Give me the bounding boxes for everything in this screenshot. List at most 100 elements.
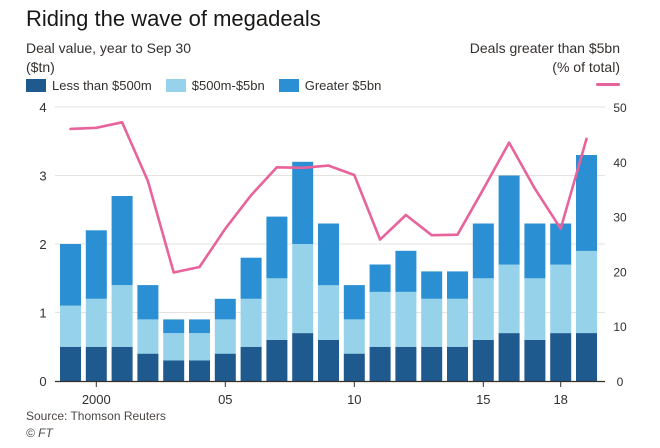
legend: Less than $500m $500m-$5bn Greater $5bn [26, 78, 395, 93]
bar-segment-small [266, 339, 288, 381]
bar-segment-large [550, 223, 572, 265]
bar-segment-mid [343, 319, 365, 354]
right-axis-title: Deals greater than $5bn (% of total) [470, 39, 620, 77]
bar-segment-mid [472, 278, 494, 340]
bar-segment-small [472, 339, 494, 381]
bar-segment-small [498, 333, 520, 381]
bar-segment-large [163, 319, 185, 334]
legend-label-large: Greater $5bn [304, 78, 382, 93]
bar-segment-mid [395, 291, 417, 347]
bar-segment-mid [240, 298, 262, 347]
bar-segment-mid [498, 264, 520, 334]
x-tick-label: 05 [218, 392, 232, 407]
bar-segment-small [524, 339, 546, 381]
legend-item-small: Less than $500m [26, 78, 152, 93]
legend-label-small: Less than $500m [52, 78, 152, 93]
bar-segment-mid [60, 305, 81, 347]
legend-swatch-mid [165, 79, 186, 92]
bar-segment-small [421, 346, 443, 382]
bar-segment-small [240, 346, 262, 382]
bar-segment-small [214, 353, 236, 381]
bar-segment-mid [550, 264, 572, 334]
bar-segment-small [550, 333, 572, 381]
y-tick-label-right: 50 [613, 101, 627, 115]
bar-segment-large [292, 161, 314, 244]
copyright-note: © FT [26, 426, 53, 440]
y-tick-label-right: 10 [613, 320, 627, 334]
bar-segment-large [266, 216, 288, 279]
bar-segment-mid [137, 319, 159, 354]
bar-segment-small [60, 346, 81, 382]
bar-segment-small [576, 333, 597, 381]
bar-segment-large [447, 271, 468, 299]
bar-segment-small [189, 360, 210, 381]
bar-segment-small [111, 346, 133, 382]
legend-swatch-large [278, 79, 299, 92]
y-tick-label-left: 4 [39, 100, 46, 115]
left-axis-title-line2: ($tn) [26, 59, 55, 75]
bar-segment-small [395, 346, 417, 382]
bar-segment-mid [421, 298, 443, 347]
right-axis-title-line2: (% of total) [552, 59, 620, 75]
bar-segment-mid [111, 285, 133, 347]
x-tick-label: 10 [347, 392, 361, 407]
bar-segment-small [369, 346, 391, 382]
bar-segment-large [498, 175, 520, 265]
bar-segment-large [318, 223, 339, 286]
bar-segment-mid [266, 278, 288, 340]
bar-segment-mid [576, 250, 597, 333]
bar-segment-mid [292, 244, 314, 334]
y-tick-label-left: 1 [39, 306, 46, 321]
y-tick-label-right: 20 [613, 265, 627, 279]
legend-item-large: Greater $5bn [278, 78, 382, 93]
percentage-line-path [69, 121, 588, 274]
y-tick-label-right: 0 [617, 375, 624, 389]
bar-segment-small [85, 346, 107, 382]
bar-segment-small [318, 339, 339, 381]
bar-segment-large [240, 257, 262, 299]
legend-label-mid: $500m-$5bn [191, 78, 265, 93]
bar-segment-large [85, 230, 107, 299]
x-tick-label: 18 [553, 392, 567, 407]
y-tick-label-left: 0 [39, 374, 46, 389]
y-tick-label-left: 2 [39, 237, 46, 252]
bar-segment-large [369, 264, 391, 292]
legend-swatch-small [26, 79, 46, 92]
left-axis-title: Deal value, year to Sep 30 ($tn) [26, 39, 191, 77]
y-tick-label-right: 30 [613, 211, 627, 225]
bar-segment-mid [85, 298, 107, 347]
bar-segment-large [472, 223, 494, 279]
bar-segment-large [421, 271, 443, 299]
bar-segment-small [292, 333, 314, 381]
bar-segment-large [343, 285, 365, 320]
bar-segment-large [576, 155, 597, 251]
left-axis-title-line1: Deal value, year to Sep 30 [26, 40, 191, 56]
y-tick-label-right: 40 [613, 156, 627, 170]
percentage-line [69, 121, 588, 274]
bar-segment-mid [369, 291, 391, 347]
bars [60, 155, 597, 382]
bar-segment-large [524, 223, 546, 279]
bar-segment-large [395, 250, 417, 292]
bar-segment-mid [214, 319, 236, 354]
legend-line-key [596, 83, 620, 86]
bar-segment-mid [447, 298, 468, 347]
right-axis-title-line1: Deals greater than $5bn [469, 40, 620, 56]
source-note: Source: Thomson Reuters [26, 409, 166, 423]
bar-segment-small [447, 346, 468, 382]
bar-segment-mid [524, 278, 546, 340]
bar-segment-small [163, 360, 185, 381]
legend-item-mid: $500m-$5bn [165, 78, 265, 93]
bar-segment-large [137, 285, 159, 320]
bar-segment-small [343, 353, 365, 381]
bar-segment-mid [189, 333, 210, 361]
x-tick-label: 15 [476, 392, 490, 407]
bar-segment-large [60, 244, 81, 306]
y-tick-label-left: 3 [39, 169, 46, 184]
bar-segment-large [111, 196, 133, 286]
bar-segment-large [214, 298, 236, 320]
bar-segment-large [189, 319, 210, 334]
chart-title: Riding the wave of megadeals [26, 6, 321, 31]
